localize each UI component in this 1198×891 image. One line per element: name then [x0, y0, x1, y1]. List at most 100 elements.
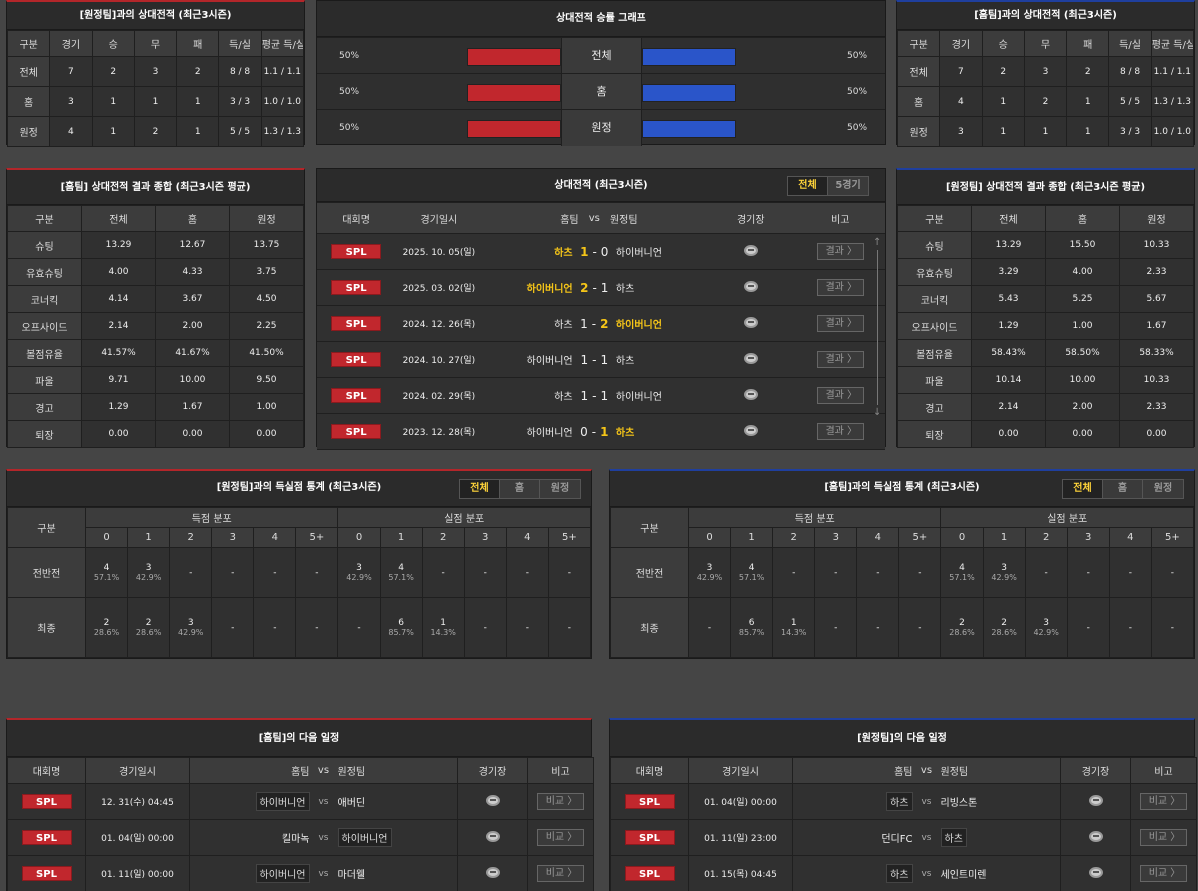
score: 2-1	[578, 269, 610, 306]
home-team: 하츠	[792, 855, 913, 891]
vs-label: vs	[912, 819, 941, 856]
stat-value: 1.3 / 1.3	[260, 116, 305, 147]
result-button[interactable]: 결과 〉	[816, 243, 864, 260]
row-label: 퇴장	[897, 420, 972, 448]
compare-button[interactable]: 비교 〉	[1140, 829, 1187, 846]
compare-button[interactable]: 비교 〉	[537, 865, 584, 882]
column-header: 패	[1066, 30, 1110, 57]
count: 4	[398, 563, 404, 573]
count: -	[231, 622, 235, 633]
tab-5-games[interactable]: 5경기	[828, 177, 868, 195]
tab-home[interactable]: 홈	[500, 480, 540, 498]
count: -	[918, 622, 922, 633]
tab-away[interactable]: 원정	[1143, 480, 1183, 498]
stat-value: 1.67	[155, 393, 230, 421]
tab-all[interactable]: 전체	[788, 177, 828, 195]
home-team-name: 던디FC	[881, 834, 913, 845]
count: -	[918, 567, 922, 578]
row-label: 파울	[897, 366, 972, 394]
stat-value: 7	[939, 56, 983, 87]
score-sep: -	[591, 316, 597, 331]
table-row: 파울 10.14 10.00 10.33	[897, 366, 1194, 394]
stat-value: 3	[939, 116, 983, 147]
distribution-cell: 4 57.1%	[940, 547, 984, 598]
stat-value: 1	[1066, 86, 1110, 117]
distribution-cell: -	[505, 597, 549, 658]
row-label: 경고	[897, 393, 972, 421]
count: -	[525, 567, 529, 578]
distribution-cell: -	[1024, 547, 1068, 598]
match-row: SPL 2023. 12. 28(목) 하이버니언 0-1 하츠 결과 〉	[317, 413, 885, 450]
count: 1	[440, 618, 447, 628]
home-goals-table: 구분 득점 분포 실점 분포 0 1 2 3 4 5+ 0 1 2 3 4 5+ 전반전 3 42.9% 4 57.1…	[610, 507, 1195, 658]
stat-value: 2.33	[1119, 393, 1194, 421]
home-next-title: [홈팀]의 다음 일정	[7, 720, 591, 757]
match-row: SPL 2024. 02. 29(목) 하츠 1-1 하이버니언 결과 〉	[317, 377, 885, 414]
compare-button[interactable]: 비교 〉	[537, 829, 584, 846]
compare-button[interactable]: 비교 〉	[1140, 865, 1187, 882]
tab-home[interactable]: 홈	[1103, 480, 1143, 498]
home-team: 하츠	[482, 305, 579, 342]
stadium-icon	[485, 866, 500, 878]
note-cell: 비교 〉	[1130, 783, 1197, 820]
count: -	[1086, 622, 1090, 633]
goal-bucket: 4	[253, 527, 297, 548]
table-row: 전체 7 2 3 2 8 / 8 1.1 / 1.1	[6, 56, 305, 87]
column-header: 경기일시	[688, 757, 793, 784]
venue-cell	[706, 233, 796, 270]
count: -	[834, 567, 838, 578]
league-badge: SPL	[624, 866, 675, 881]
column-header: vs	[578, 202, 610, 234]
stat-value: 10.00	[155, 366, 230, 394]
distribution-cell: 3 42.9%	[687, 547, 732, 598]
stat-row: 전반전 3 42.9% 4 57.1% - - - -4 57.1% 3 42.9% - - - -	[610, 547, 1195, 598]
score: 1-0	[578, 233, 610, 270]
result-button[interactable]: 결과 〉	[816, 279, 864, 296]
compare-button[interactable]: 비교 〉	[1140, 793, 1187, 810]
venue-cell	[1060, 819, 1131, 856]
schedule-row: SPL 01. 04(일) 00:00 하츠 vs 리빙스톤 비교 〉	[610, 783, 1197, 820]
match-date: 01. 04(일) 00:00	[688, 783, 793, 820]
compare-button[interactable]: 비교 〉	[537, 793, 584, 810]
away-team-name: 하츠	[940, 828, 967, 847]
match-date: 01. 11(일) 23:00	[688, 819, 793, 856]
tab-all[interactable]: 전체	[460, 480, 500, 498]
stat-value: 1.67	[1119, 312, 1194, 340]
header-row: 구분 득점 분포 실점 분포	[610, 507, 1194, 548]
scroll-track[interactable]	[876, 250, 878, 405]
note-cell: 결과 〉	[795, 341, 885, 378]
table-row: 전체 7 2 3 2 8 / 8 1.1 / 1.1	[896, 56, 1195, 87]
scroll-up-icon[interactable]: ↑	[873, 237, 882, 248]
tab-all[interactable]: 전체	[1063, 480, 1103, 498]
distribution-cell: 2 28.6%	[84, 597, 129, 658]
header-row: 대회명 경기일시 홈팀 vs 원정팀 경기장 비고	[610, 757, 1197, 784]
result-button[interactable]: 결과 〉	[816, 351, 864, 368]
away-team: 하츠	[940, 819, 1061, 856]
home-summary-title: [홈팀] 상대전적 결과 종합 (최근3시즌 평균)	[7, 170, 304, 205]
schedule-row: SPL 01. 15(목) 04:45 하츠 vs 세인트미렌 비교 〉	[610, 855, 1197, 891]
goal-bucket: 4	[1108, 527, 1152, 548]
distribution-cell: -	[1150, 547, 1195, 598]
home-team-name: 하츠	[886, 864, 913, 883]
away-team: 하이버니언	[609, 305, 707, 342]
distribution-cell: -	[814, 597, 858, 658]
table-row: 오프사이드 2.14 2.00 2.25	[7, 312, 304, 340]
stat-value: 3	[49, 86, 93, 117]
count: 3	[187, 618, 194, 628]
league-cell: SPL	[317, 377, 396, 414]
column-header: 원정	[229, 205, 304, 232]
result-button[interactable]: 결과 〉	[816, 387, 864, 404]
tab-away[interactable]: 원정	[540, 480, 580, 498]
distribution-cell: -	[898, 547, 942, 598]
scrollbar[interactable]: ↑ ↓	[873, 237, 881, 442]
scroll-down-icon[interactable]: ↓	[873, 407, 882, 418]
away-goals-tabs: 전체 홈 원정	[459, 479, 581, 499]
away-score: 1	[600, 388, 609, 403]
home-score: 1	[580, 352, 589, 367]
count: -	[483, 622, 487, 633]
table-row: 유효슈팅 4.00 4.33 3.75	[7, 258, 304, 286]
stat-value: 1	[1023, 116, 1068, 147]
column-header: 경기일시	[395, 202, 483, 234]
result-button[interactable]: 결과 〉	[816, 315, 864, 332]
result-button[interactable]: 결과 〉	[816, 423, 864, 440]
